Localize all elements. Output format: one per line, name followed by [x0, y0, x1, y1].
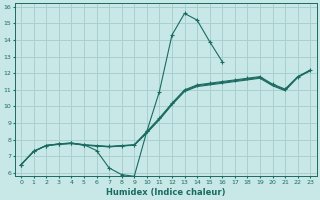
X-axis label: Humidex (Indice chaleur): Humidex (Indice chaleur) [106, 188, 225, 197]
